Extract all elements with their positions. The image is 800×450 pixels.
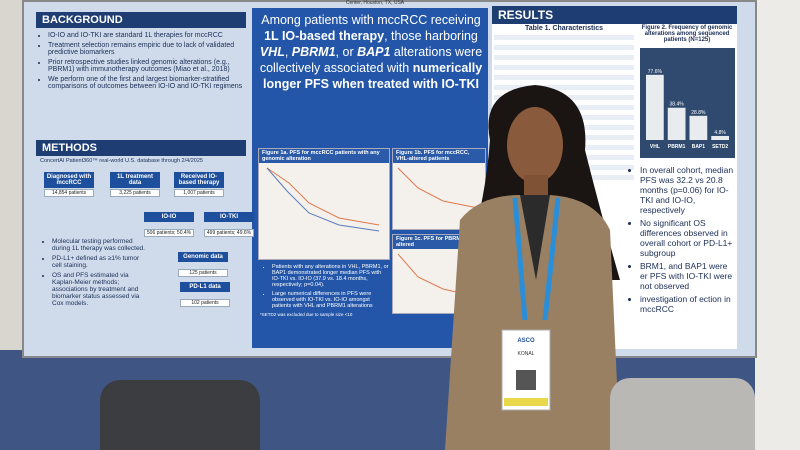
x-tick-label: SETD2 <box>712 144 728 150</box>
bar-chart: 77.6% VHL 38.4% PBRM1 28.8% BAP1 4.8% SETD2 <box>640 48 735 158</box>
table-title: Table 1. Characteristics <box>524 25 604 32</box>
section-title: BACKGROUND <box>36 12 246 28</box>
flow-node: IO-TKI <box>204 212 254 222</box>
section-title: METHODS <box>36 140 246 156</box>
headline-part: 1L IO-based therapy <box>264 29 385 43</box>
footnote: *SETD2 was excluded due to sample size <… <box>260 312 353 317</box>
presenter: ASCO KONAL <box>445 85 620 450</box>
bullet: Molecular testing performed during 1L th… <box>52 238 145 252</box>
methods-source: ConcertAI Patient360™ real-world U.S. da… <box>40 158 203 164</box>
headline-part: VHL <box>259 45 285 59</box>
section-title: RESULTS <box>492 6 737 24</box>
bullet: Large numerical differences in PFS were … <box>272 291 390 309</box>
affiliation: Center, Houston, TX, USA <box>345 0 405 6</box>
headline-part: , those harboring <box>384 29 478 43</box>
headline: Among patients with mccRCC receiving 1L … <box>258 12 484 92</box>
badge-event: ASCO <box>517 338 535 344</box>
flow-node: Diagnosed with mccRCC <box>44 172 94 188</box>
flow-count: 3,225 patients <box>110 189 160 197</box>
findings: Patients with any alterations in VHL, PB… <box>260 264 390 317</box>
x-tick-label: BAP1 <box>692 144 706 150</box>
flow-node: Genomic data <box>178 252 228 262</box>
methods-text: Molecular testing performed during 1L th… <box>40 238 145 310</box>
flow-count: 102 patients <box>180 299 230 307</box>
flow-count: 14,854 patients <box>44 189 94 197</box>
headline-part: alterations were collectively associated… <box>259 45 483 75</box>
figure-panel: Figure 1b. PFS for mccRCC, VHL-altered p… <box>392 148 486 230</box>
bar <box>667 107 686 140</box>
flow-node: IO-IO <box>144 212 194 222</box>
x-tick-label: PBRM1 <box>668 144 686 150</box>
results-text: In overall cohort, median PFS was 32.2 v… <box>628 165 736 317</box>
km-curve <box>397 167 479 209</box>
bar <box>689 115 708 140</box>
bullet: IO-IO and IO-TKI are standard 1L therapi… <box>48 32 246 39</box>
badge-name: KONAL <box>518 351 535 357</box>
headline-part: , <box>284 45 292 59</box>
value-label: 38.4% <box>670 102 685 108</box>
flow-node: Received IO-based therapy <box>174 172 224 188</box>
figure-panel: Figure 1a. PFS for mccRCC patients with … <box>258 148 390 260</box>
value-label: 28.8% <box>691 110 706 116</box>
bullet: No significant OS differences observed i… <box>640 218 736 258</box>
bullet: Treatment selection remains empiric due … <box>48 42 246 56</box>
bullet: PD-L1+ defined as ≥1% tumor cell stainin… <box>52 255 145 269</box>
headline-part: numerically longer PFS when treated with… <box>263 61 483 91</box>
bullet: Prior retrospective studies linked genom… <box>48 59 246 73</box>
km-curve <box>266 167 380 232</box>
bullet: Patients with any alterations in VHL, PB… <box>272 264 390 288</box>
bullet: investigation of ection in mccRCC <box>640 294 736 314</box>
figure-caption: Figure 1a. PFS for mccRCC patients with … <box>259 149 389 163</box>
wall <box>755 0 800 450</box>
background-text: IO-IO and IO-TKI are standard 1L therapi… <box>36 32 246 93</box>
flow-count: 506 patients; 50.4% <box>144 229 194 237</box>
headline-part: , or <box>335 45 358 59</box>
bullet: OS and PFS estimated via Kaplan-Meier me… <box>52 272 145 307</box>
bullet: We perform one of the first and largest … <box>48 76 246 90</box>
chart-title: Figure 2. Frequency of genomic alteratio… <box>641 25 733 43</box>
flow-count: 125 patients <box>178 269 228 277</box>
flow-count: 499 patients; 49.6% <box>204 229 254 237</box>
bar <box>711 135 729 140</box>
bar <box>646 74 664 140</box>
x-tick-label: VHL <box>650 144 660 150</box>
value-label: 4.8% <box>714 130 726 136</box>
bullet: In overall cohort, median PFS was 32.2 v… <box>640 165 736 215</box>
bullet: BRM1, and BAP1 were er PFS with IO-TKI w… <box>640 261 736 291</box>
headline-part: BAP1 <box>357 45 391 59</box>
headline-part: Among patients with mccRCC receiving <box>261 13 481 27</box>
figure-caption: Figure 1b. PFS for mccRCC, VHL-altered p… <box>393 149 485 163</box>
flow-node: 1L treatment data <box>110 172 160 188</box>
flow-node: PD-L1 data <box>180 282 230 292</box>
headline-part: PBRM1 <box>291 45 336 59</box>
chair <box>100 380 260 450</box>
flow-count: 1,007 patients <box>174 189 224 197</box>
chair <box>610 378 755 450</box>
value-label: 77.6% <box>648 69 663 75</box>
